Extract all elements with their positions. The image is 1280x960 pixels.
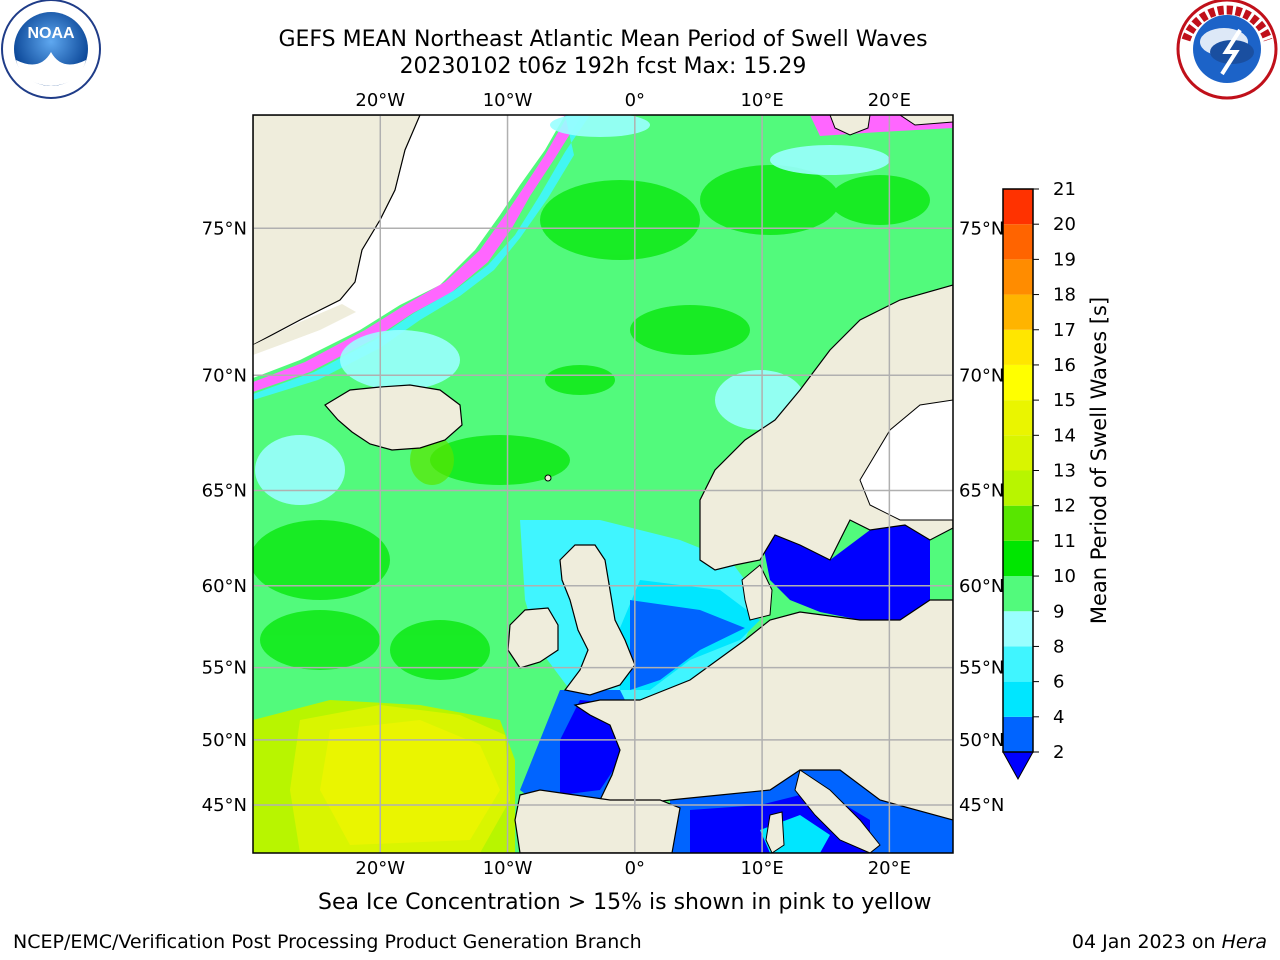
colorbar-bin (1003, 294, 1033, 330)
map-axis-labels: 20°W 20°W 10°W 10°W 0° 0° 10°E 10°E 20°E 20°E 75°N… (202, 90, 1005, 879)
lat-label-right: 45°N (959, 795, 1004, 816)
colorbar-label: Mean Period of Swell Waves [s] (1087, 297, 1111, 624)
chart-subtitle: 20230102 t06z 192h fcst Max: 15.29 (399, 54, 807, 79)
colorbar-bin (1003, 611, 1033, 647)
noaa-logo-text: NOAA (27, 25, 75, 42)
lat-label-left: 45°N (202, 795, 247, 816)
map-gridlines (253, 115, 953, 853)
colorbar-tick-label: 11 (1053, 531, 1076, 552)
iceland-land (324, 384, 463, 451)
period-zone-14 (320, 720, 500, 845)
lon-label-top: 10°E (740, 90, 783, 111)
footer-date-text: 04 Jan 2023 on (1071, 931, 1222, 953)
colorbar-bin (1003, 435, 1033, 471)
colorbar-bin (1003, 259, 1033, 295)
lon-label-top: 20°W (355, 90, 405, 111)
colorbar-bin (1003, 505, 1033, 541)
colorbar-bin (1003, 470, 1033, 506)
colorbar-bin (1003, 364, 1033, 401)
lat-label-left: 70°N (202, 365, 247, 386)
colorbar-tick-label: 17 (1053, 320, 1076, 341)
colorbar-tick-label: 12 (1053, 496, 1076, 517)
lon-label-bottom: 0° (625, 858, 645, 879)
lat-label-right: 65°N (959, 480, 1004, 501)
colorbar-bin (1003, 540, 1033, 577)
lat-label-right: 60°N (959, 576, 1004, 597)
iberia-land (514, 789, 681, 853)
colorbar-tick-label: 20 (1053, 214, 1076, 235)
lat-label-right: 75°N (959, 218, 1004, 239)
lat-label-left: 65°N (202, 480, 247, 501)
colorbar-tick-label: 19 (1053, 249, 1076, 270)
lat-label-right: 55°N (959, 658, 1004, 679)
lon-label-bottom: 10°W (483, 858, 533, 879)
colorbar-bin (1003, 189, 1033, 225)
great-britain-land (559, 544, 636, 696)
lat-label-left: 50°N (202, 730, 247, 751)
map-border (252, 114, 954, 854)
colorbar-bin (1003, 716, 1033, 752)
footer-date: 04 Jan 2023 on Hera (1072, 931, 1267, 953)
noaa-logo-icon: NOAA (1, 0, 101, 99)
footer-machine: Hera (1221, 931, 1267, 953)
colorbar-tick-label: 16 (1053, 355, 1076, 376)
chart-title: GEFS MEAN Northeast Atlantic Mean Period… (278, 27, 928, 52)
footer-credit: NCEP/EMC/Verification Post Processing Pr… (13, 931, 642, 953)
colorbar-tick-label: 8 (1053, 636, 1064, 657)
colorbar-extend-min (1002, 751, 1034, 781)
colorbar: 2 4 6 8 9 10 11 12 13 14 15 16 17 18 19 20 21 Mean Period… (1002, 179, 1111, 781)
colorbar-tick-label: 2 (1053, 742, 1064, 763)
colorbar-tick-label: 10 (1053, 566, 1076, 587)
colorbar-tick-label: 18 (1053, 285, 1076, 306)
map-panel (253, 115, 953, 853)
lon-label-bottom: 20°E (868, 858, 911, 879)
colorbar-bin (1003, 576, 1033, 612)
lon-label-top: 20°E (868, 90, 911, 111)
sea-ice-caption: Sea Ice Concentration > 15% is shown in … (318, 890, 932, 915)
colorbar-tick-label: 21 (1053, 179, 1076, 200)
lat-label-left: 75°N (202, 218, 247, 239)
colorbar-tick-label: 13 (1053, 461, 1076, 482)
colorbar-tick-label: 9 (1053, 601, 1064, 622)
colorbar-bin (1003, 681, 1033, 717)
colorbar-tick-label: 4 (1053, 707, 1064, 728)
lon-label-top: 10°W (483, 90, 533, 111)
colorbar-tick-label: 14 (1053, 425, 1076, 446)
colorbar-tick-label: 15 (1053, 390, 1076, 411)
colorbar-bin (1003, 224, 1033, 260)
lat-label-left: 60°N (202, 576, 247, 597)
lon-label-bottom: 20°W (355, 858, 405, 879)
greenland-land (253, 115, 421, 346)
lat-label-left: 55°N (202, 658, 247, 679)
colorbar-tick-label: 6 (1053, 672, 1064, 693)
colorbar-bin (1003, 646, 1033, 682)
period-zone-10-11 (253, 165, 930, 680)
lon-label-top: 0° (625, 90, 645, 111)
lat-label-right: 50°N (959, 730, 1004, 751)
lat-label-right: 70°N (959, 365, 1004, 386)
colorbar-bin (1003, 400, 1033, 436)
colorbar-bin (1003, 329, 1033, 365)
baltic-zone (760, 525, 930, 620)
nws-logo-icon (1176, 0, 1278, 100)
lon-label-bottom: 10°E (740, 858, 783, 879)
ireland-land (507, 607, 559, 669)
